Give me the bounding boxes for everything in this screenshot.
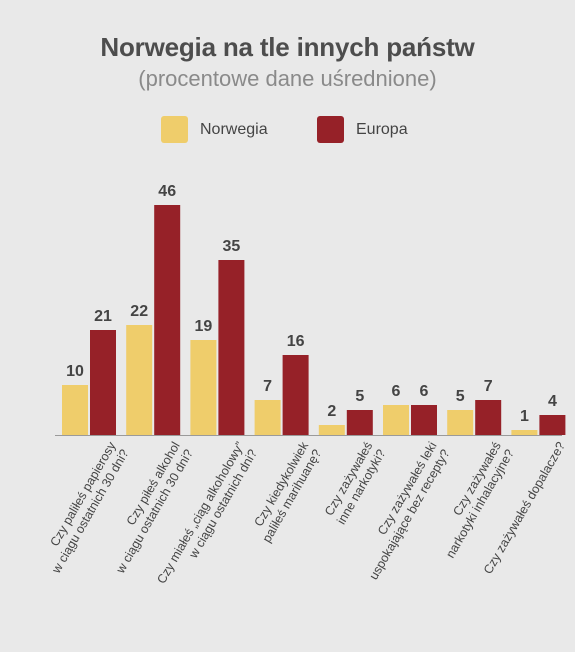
bar-europa-8 — [539, 415, 566, 435]
bar-norwegia-1 — [62, 385, 88, 435]
legend-label-europa: Europa — [356, 120, 408, 138]
data-label-norwegia-2: 22 — [130, 303, 148, 320]
data-label-europa-2: 46 — [158, 183, 176, 200]
legend-item-norwegia: Norwegia — [161, 116, 268, 143]
data-label-norwegia-4: 7 — [263, 378, 272, 395]
bar-europa-3 — [218, 260, 245, 435]
legend-swatch-europa — [317, 116, 344, 143]
legend-swatch-norwegia — [161, 116, 188, 143]
data-label-europa-7: 7 — [484, 378, 493, 395]
data-label-norwegia-7: 5 — [456, 388, 465, 405]
bar-europa-5 — [346, 410, 373, 435]
data-label-norwegia-3: 19 — [195, 318, 213, 335]
data-label-norwegia-5: 2 — [327, 403, 336, 420]
bar-europa-1 — [90, 330, 116, 435]
data-label-europa-6: 6 — [420, 383, 429, 400]
bar-europa-2 — [154, 205, 181, 435]
category-label-5: Czy zażywałeśinne narkotyki? — [321, 439, 388, 526]
data-label-norwegia-1: 10 — [66, 363, 84, 380]
bar-norwegia-5 — [318, 425, 345, 435]
category-label-1: Czy paliłeś papierosyw ciągu ostatnich 3… — [36, 439, 132, 577]
bar-norwegia-8 — [511, 430, 538, 435]
chart-title: Norwegia na tle innych państw — [100, 32, 475, 62]
bar-norwegia-6 — [383, 405, 409, 435]
data-label-europa-4: 16 — [287, 333, 305, 350]
bar-europa-7 — [475, 400, 502, 435]
chart-subtitle: (procentowe dane uśrednione) — [138, 66, 437, 91]
legend-label-norwegia: Norwegia — [200, 120, 268, 138]
bar-europa-4 — [282, 355, 309, 435]
data-label-europa-1: 21 — [94, 308, 112, 325]
data-label-europa-8: 4 — [548, 393, 557, 410]
bar-norwegia-4 — [254, 400, 281, 435]
bar-europa-6 — [411, 405, 437, 435]
data-label-europa-3: 35 — [223, 238, 241, 255]
legend-item-europa: Europa — [317, 116, 408, 143]
bar-norwegia-7 — [447, 410, 474, 435]
data-label-norwegia-6: 6 — [392, 383, 401, 400]
bar-norwegia-3 — [190, 340, 217, 435]
data-label-europa-5: 5 — [355, 388, 364, 405]
bar-norwegia-2 — [126, 325, 153, 435]
data-label-norwegia-8: 1 — [520, 408, 529, 425]
